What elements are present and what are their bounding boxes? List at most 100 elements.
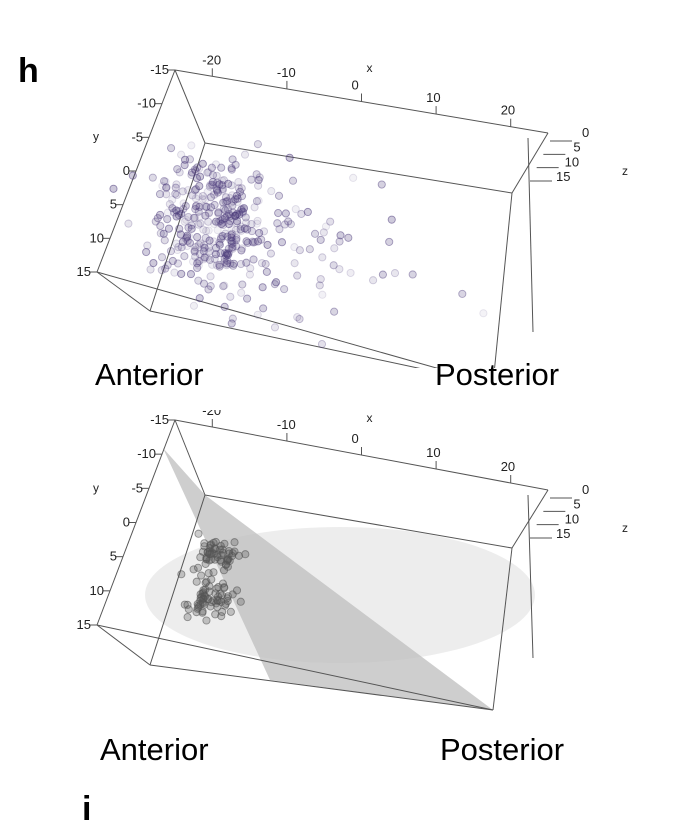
data-point [236,597,245,606]
data-point [227,233,236,242]
x-tick-label: 10 [426,445,440,460]
data-point [183,186,193,195]
data-point [172,190,181,200]
data-point [161,184,171,193]
data-point [255,173,264,182]
data-point [212,261,221,270]
data-point [238,244,247,253]
data-point [254,175,263,185]
data-point [201,233,210,242]
data-point [257,235,266,244]
data-point [293,313,302,322]
data-point [224,179,233,188]
data-point [218,579,227,588]
z-tick-label: 15 [556,526,570,541]
data-point [201,195,210,204]
data-point [218,186,227,195]
data-point [146,265,155,274]
data-point [208,260,217,269]
data-point [224,249,233,258]
data-point [193,163,202,172]
data-point [204,285,213,294]
x-tick-label: 20 [501,459,515,474]
data-point [336,231,345,240]
data-point [227,225,236,234]
data-point [290,259,299,268]
data-point [280,285,289,294]
data-point [223,256,232,265]
box-edge [96,624,151,666]
data-point [163,261,172,270]
data-point [231,225,240,235]
y-tick-label: -5 [131,129,143,144]
y-tick-label: -10 [137,96,156,111]
x-tick-label: -10 [277,65,296,80]
data-point [258,283,267,292]
data-point [162,183,171,192]
box-edge [527,494,534,659]
data-point [207,180,216,189]
data-point [275,225,284,234]
box-edge [527,137,534,333]
data-point [177,269,186,278]
data-point [180,600,189,609]
data-point [243,294,252,303]
data-point [204,243,213,252]
data-point [161,264,170,273]
data-point [253,140,262,149]
data-point [185,238,194,247]
data-point [198,159,207,168]
data-point [193,263,202,273]
data-point [316,275,325,284]
x-tick-label: -20 [202,410,221,418]
data-point [198,195,207,204]
data-point [196,219,205,228]
data-point [156,221,165,230]
data-point [335,237,344,246]
data-point [218,231,227,241]
data-point [220,213,229,223]
data-point [185,232,194,241]
y-tick-label: 5 [110,549,117,564]
x-axis-label: x [367,411,373,425]
data-point [181,201,190,211]
y-tick-label: 15 [77,264,91,279]
box-edge [204,494,513,549]
data-point [249,238,258,247]
x-axis-label: x [367,61,373,75]
data-point [254,181,263,190]
data-point [227,237,236,246]
data-point [226,259,235,268]
data-point [207,163,216,172]
y-tick-label: 5 [110,197,117,212]
data-point [195,294,204,303]
data-point [190,247,199,256]
y-axis-label: y [93,481,99,495]
data-point [187,224,196,233]
data-point [202,226,211,235]
data-point [209,549,218,558]
data-point [215,180,224,189]
data-point [205,556,214,565]
data-point [214,209,223,218]
data-point [243,238,252,247]
data-point [241,213,250,222]
data-point [198,191,208,201]
data-point [234,177,243,187]
data-point [231,195,240,204]
data-point [205,208,214,217]
x-tick-label: 10 [426,90,440,105]
data-point [217,163,226,172]
data-point [335,265,344,274]
z-tick-label: 0 [582,125,589,140]
data-point [255,228,264,238]
data-point [195,249,204,259]
data-point [316,235,325,244]
data-point [228,590,237,599]
data-point [171,189,180,198]
data-point [205,236,214,245]
data-point [204,168,213,177]
data-point [215,262,224,271]
data-point [232,236,241,245]
